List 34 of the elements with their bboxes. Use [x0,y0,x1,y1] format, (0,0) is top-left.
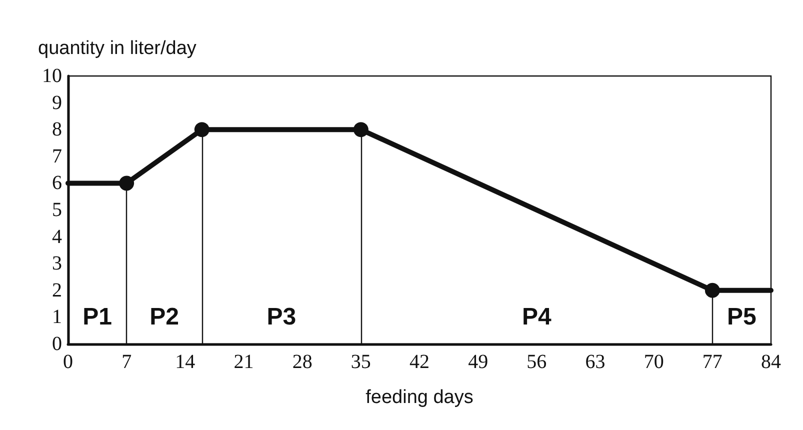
x-tick-label: 56 [526,351,547,373]
x-tick-label: 35 [350,351,371,373]
annotation: P5 [727,304,756,331]
x-tick-label: 70 [644,351,664,373]
annotation: P4 [522,304,552,331]
x-tick-label: 7 [122,351,132,373]
y-tick-label: 6 [52,172,62,194]
y-axis-title: quantity in liter/day [38,38,197,59]
y-tick-label: 1 [52,306,62,328]
y-tick-label: 2 [52,279,62,302]
y-tick-label: 3 [52,252,62,275]
point [704,282,720,298]
y-tick-label: 8 [52,118,62,141]
y-tick-label: 0 [52,333,62,355]
annotation: P1 [82,304,112,331]
annotation: P2 [150,304,179,331]
y-tick-label: 7 [52,145,62,168]
y-tick-label: 10 [42,65,62,87]
x-tick-label: 77 [702,351,722,373]
x-tick-label: 84 [761,351,781,373]
point [119,176,134,191]
x-tick-label: 42 [410,351,430,373]
y-tick-label: 5 [52,199,62,221]
x-tick-label: 49 [468,351,488,373]
x-tick-label: 14 [175,351,196,373]
point [194,122,210,138]
y-tick-label: 4 [52,226,62,248]
x-tick-label: 21 [234,351,254,373]
x-tick-label: 28 [292,351,312,373]
annotation: P3 [266,304,296,331]
y-tick-label: 9 [52,92,62,114]
x-tick-label: 63 [585,351,606,373]
x-axis-title: feeding days [366,387,474,408]
point [353,122,368,138]
